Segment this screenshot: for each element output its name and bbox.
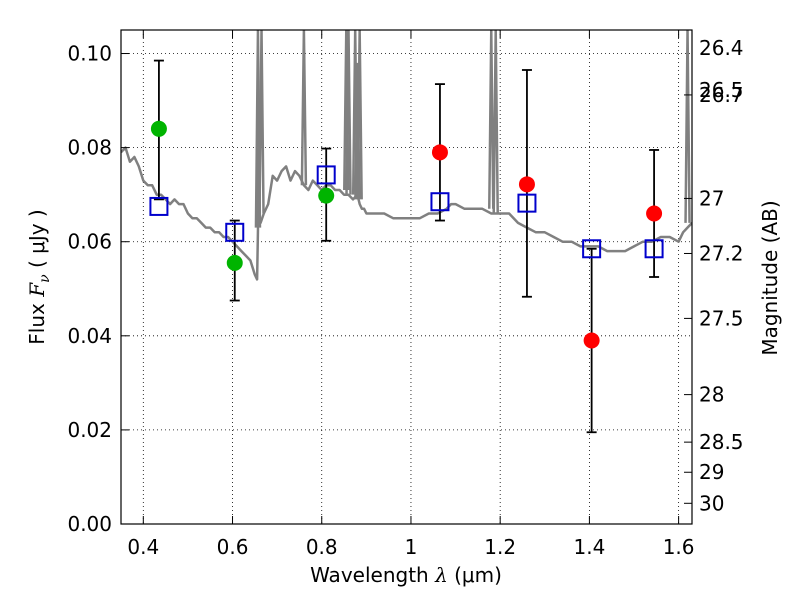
y-tick-label: 0.10 <box>67 42 112 66</box>
red-point <box>583 332 600 349</box>
y-tick-label: 0.04 <box>67 324 112 348</box>
x-tick-label: 1.6 <box>663 535 695 559</box>
model-square <box>225 222 245 242</box>
mag-tick-label: 27 <box>699 186 724 210</box>
y-axis-title: Flux Fν ( μJy ) <box>25 209 53 344</box>
x-tick-label: 1.2 <box>484 535 516 559</box>
x-tick-label: 0.4 <box>127 535 159 559</box>
green-point <box>150 120 167 137</box>
x-tick-label: 1 <box>405 535 418 559</box>
emission-line <box>492 30 499 214</box>
green-point <box>318 187 335 204</box>
mag-tick-label: 26.5 <box>699 78 744 102</box>
plot-frame <box>120 29 693 525</box>
model-square <box>316 165 336 185</box>
green-point <box>226 254 243 271</box>
data-layer <box>121 30 692 434</box>
mag-tick-label: 27.5 <box>699 306 744 330</box>
x-tick-label: 0.6 <box>217 535 249 559</box>
model-square <box>149 196 169 216</box>
mag-tick-label: 30 <box>699 491 724 515</box>
red-point <box>431 144 448 161</box>
emission-line <box>345 30 352 195</box>
emission-line <box>300 30 308 186</box>
mag-tick-label: 28.5 <box>699 430 744 454</box>
model-square <box>582 239 602 259</box>
emission-line <box>488 30 495 209</box>
emission-line <box>684 30 691 223</box>
red-point <box>518 176 535 193</box>
model-square <box>517 193 537 213</box>
axis-ticks <box>121 30 692 525</box>
mag-tick-label: 27.2 <box>699 241 744 265</box>
y-tick-label: 0.06 <box>67 230 112 254</box>
mag-tick-label: 29 <box>699 460 724 484</box>
emission-line <box>258 30 265 214</box>
mag-tick-label: 26.4 <box>699 36 744 60</box>
model-square <box>644 239 664 259</box>
right-axis-title: Magnitude (AB) <box>758 200 782 355</box>
mag-tick-label: 26.7 <box>699 83 744 107</box>
model-square <box>430 192 450 212</box>
x-tick-label: 1.4 <box>573 535 605 559</box>
emission-line <box>356 30 363 200</box>
y-tick-label: 0.00 <box>67 512 112 536</box>
x-axis-title: Wavelength λ (μm) <box>310 563 502 587</box>
y-tick-label: 0.08 <box>67 136 112 160</box>
x-tick-label: 0.8 <box>306 535 338 559</box>
mag-tick-label: 28 <box>699 383 724 407</box>
red-point <box>646 205 663 222</box>
y-tick-label: 0.02 <box>67 418 112 442</box>
